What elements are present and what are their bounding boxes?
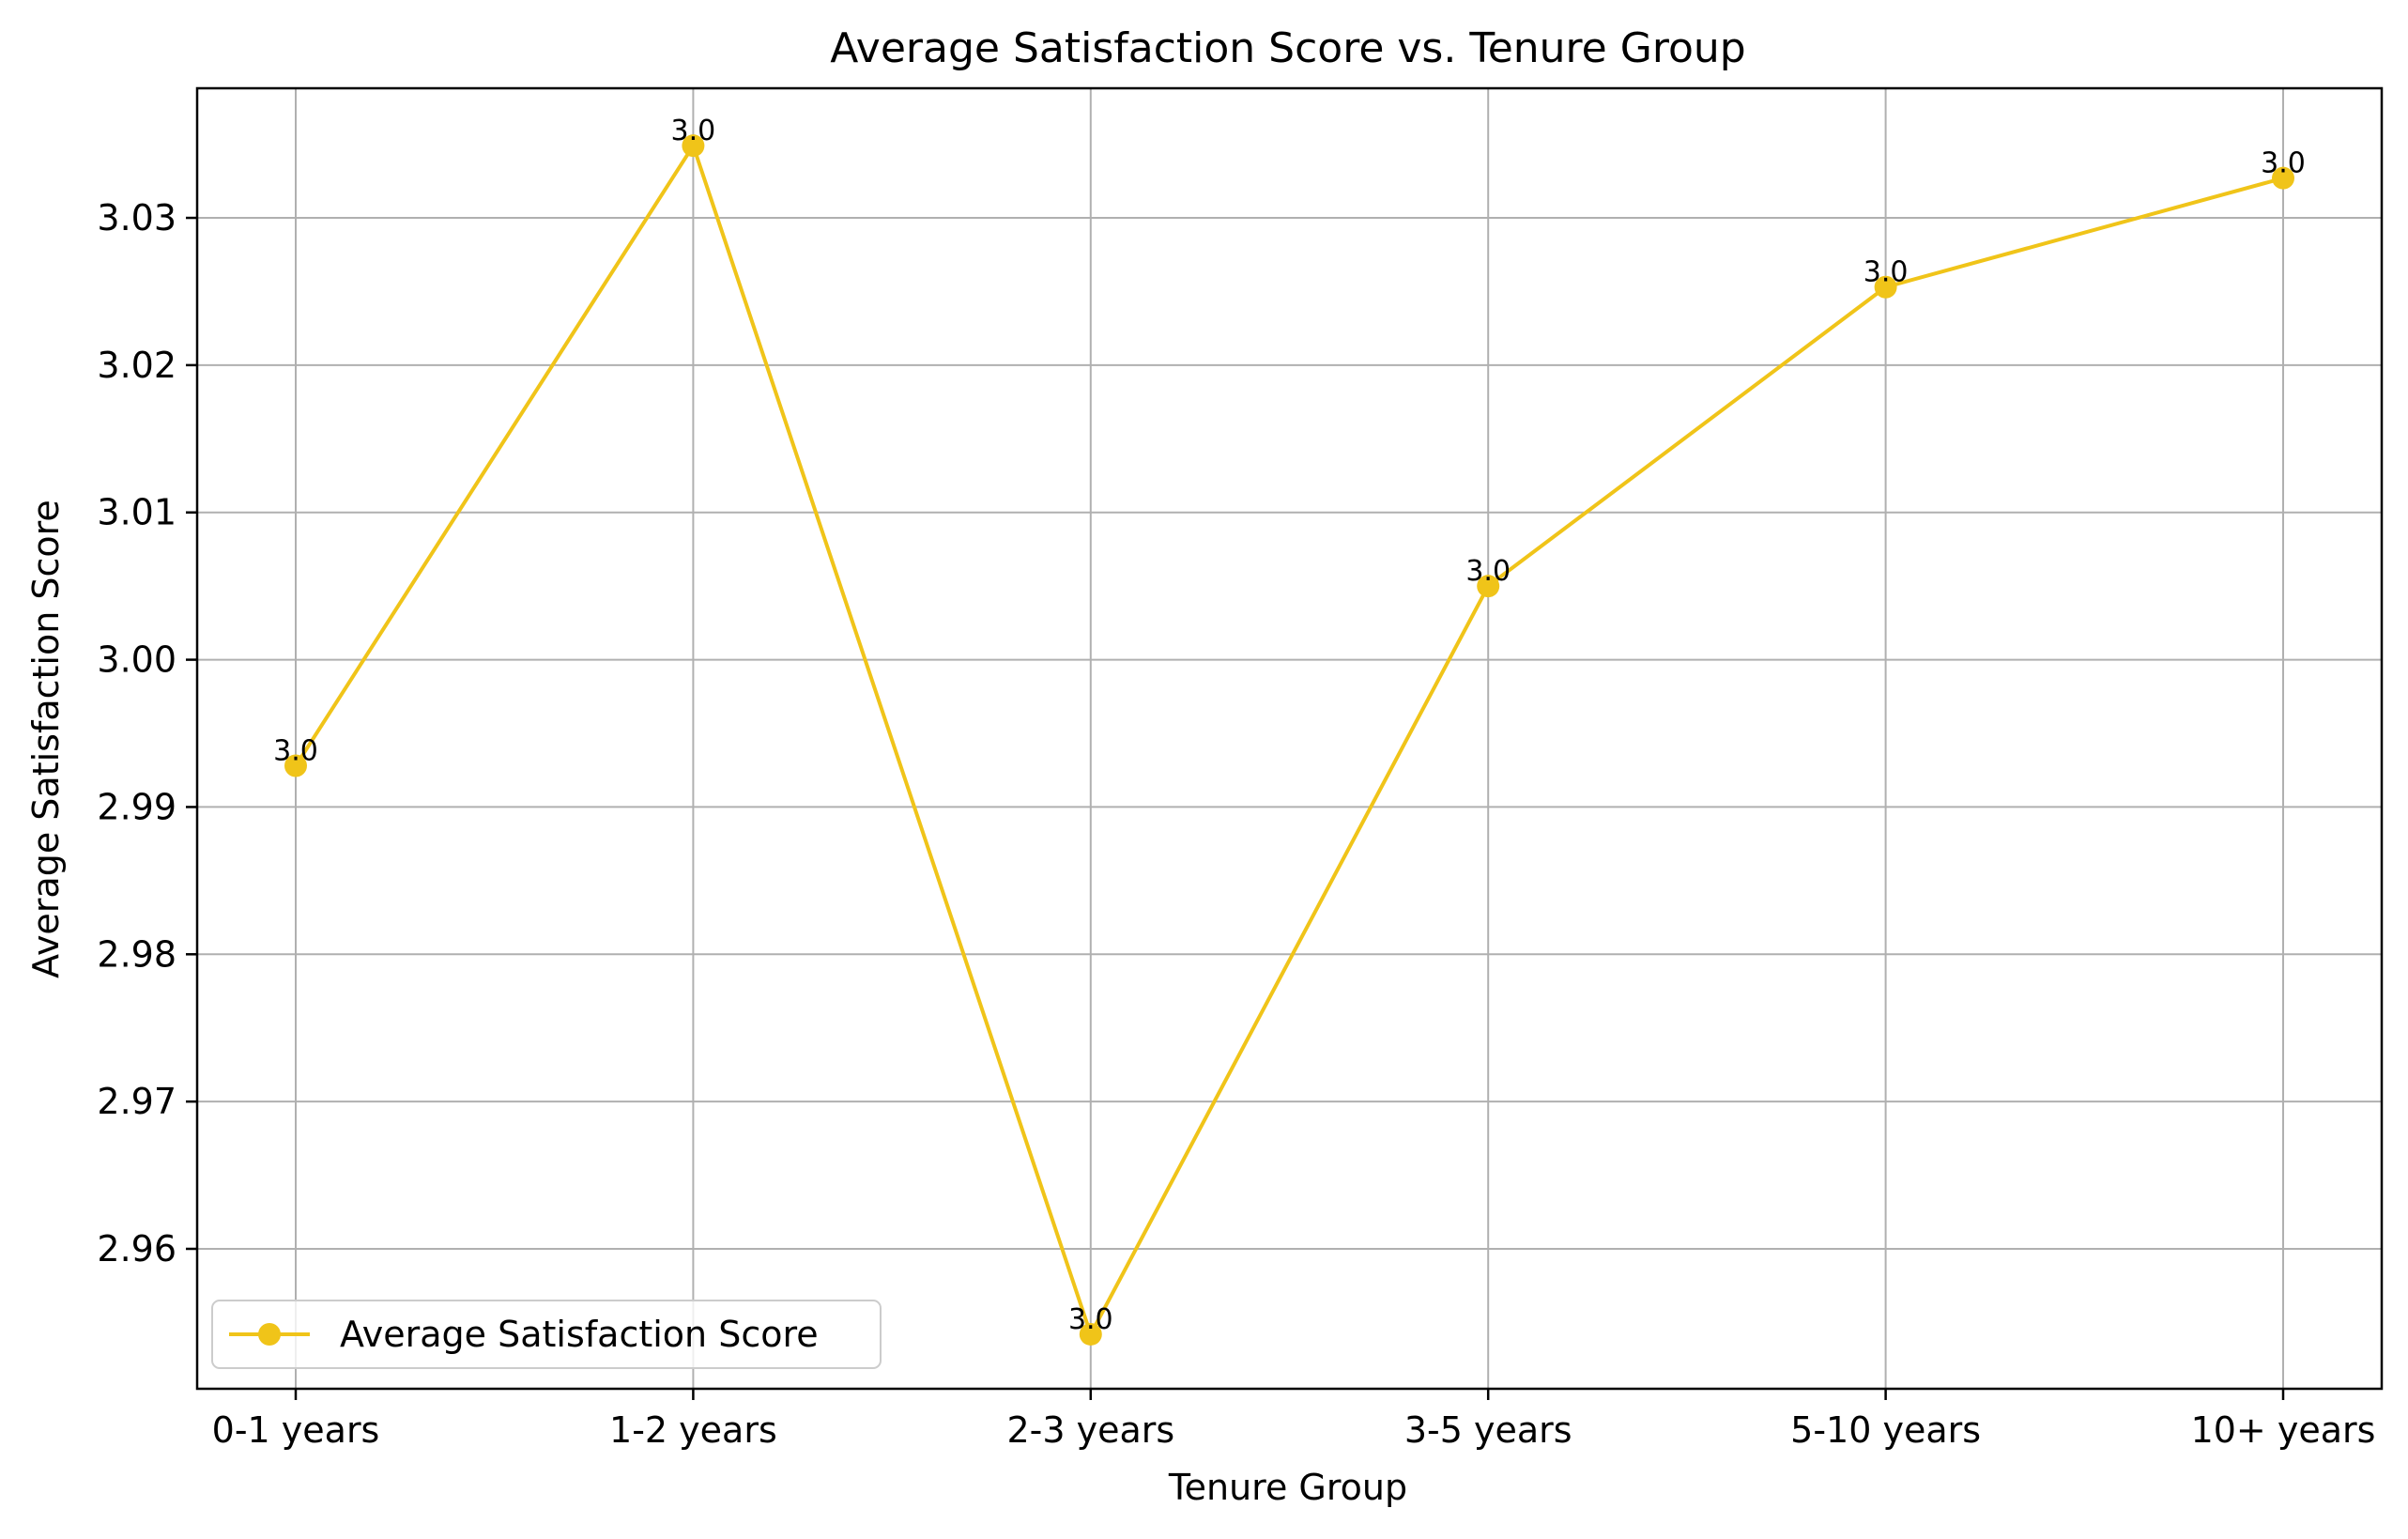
y-tick-label: 3.03: [97, 197, 176, 239]
data-point: [2272, 166, 2294, 190]
data-label: 3.0: [1068, 1303, 1113, 1336]
data-point: [1477, 575, 1500, 598]
grid: [197, 88, 2382, 1389]
x-tick-label: 10+ years: [2191, 1409, 2376, 1451]
data-label: 3.0: [671, 115, 716, 147]
data-point: [682, 134, 705, 158]
y-tick-label: 2.99: [97, 786, 176, 827]
x-tick-label: 0-1 years: [212, 1409, 380, 1451]
legend-dot-marker: [258, 1323, 281, 1346]
y-axis-label: Average Satisfaction Score: [25, 500, 67, 978]
plot-frame: [195, 86, 2384, 1391]
data-label: 3.0: [1864, 256, 1909, 289]
data-label: 3.0: [1465, 555, 1511, 588]
y-tick-label: 3.02: [97, 345, 176, 386]
x-tick-label: 1-2 years: [609, 1409, 777, 1451]
x-axis-label: Tenure Group: [1168, 1467, 1407, 1508]
x-tick-label: 2-3 years: [1006, 1409, 1174, 1451]
y-tick-label: 2.96: [97, 1228, 176, 1270]
x-tick-label: 5-10 years: [1790, 1409, 1981, 1451]
chart-title: Average Satisfaction Score vs. Tenure Gr…: [830, 24, 1745, 72]
x-tick-label: 3-5 years: [1404, 1409, 1572, 1451]
legend-entry-label: Average Satisfaction Score: [340, 1314, 819, 1355]
ticks: 0-1 years 1-2 years 2-3 years 3-5 years 5-10…: [97, 197, 2375, 1451]
y-tick-label: 3.01: [97, 492, 176, 533]
y-tick-label: 2.97: [97, 1081, 176, 1122]
series-line: [294, 144, 2284, 1336]
y-tick-label: 2.98: [97, 933, 176, 975]
data-label: 3.0: [2261, 147, 2306, 180]
data-label: 3.0: [273, 735, 318, 768]
data-point: [1079, 1322, 1102, 1346]
series-layer: [284, 134, 2294, 1346]
legend-box: [211, 1300, 882, 1369]
legend: Average Satisfaction Score: [211, 1300, 882, 1369]
data-point: [284, 754, 307, 777]
data-labels: 3.0 3.0 3.0 3.0 3.0 3.0: [273, 115, 2306, 1336]
data-point: [1874, 275, 1897, 299]
y-tick-label: 3.00: [97, 639, 176, 681]
